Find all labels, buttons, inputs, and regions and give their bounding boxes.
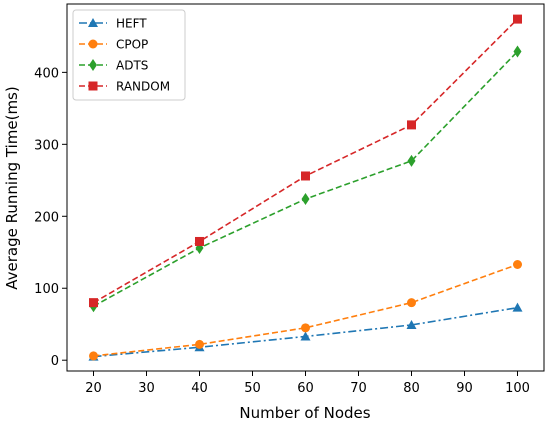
series-random xyxy=(89,14,522,308)
y-tick-label-200: 200 xyxy=(34,210,59,225)
legend-item-cpop: CPOP xyxy=(79,38,148,52)
x-tick-label-80: 80 xyxy=(403,381,420,396)
legend-label-cpop: CPOP xyxy=(116,38,148,52)
data-point-cpop-20 xyxy=(89,351,98,361)
legend-item-random: RANDOM xyxy=(79,80,170,94)
y-axis: 0 100 200 300 400 xyxy=(34,66,67,369)
data-point-adts-100 xyxy=(513,45,522,58)
legend: HEFT CPOP ADTS RANDOM xyxy=(72,9,186,101)
x-axis-title: Number of Nodes xyxy=(239,404,370,422)
y-tick-label-100: 100 xyxy=(34,282,59,297)
x-tick-label-40: 40 xyxy=(191,381,208,396)
legend-label-random: RANDOM xyxy=(116,80,170,94)
data-point-random-60 xyxy=(301,171,310,181)
x-tick-label-90: 90 xyxy=(456,381,473,396)
legend-item-adts: ADTS xyxy=(79,59,148,73)
y-tick-label-300: 300 xyxy=(34,138,59,153)
data-point-cpop-80 xyxy=(407,298,416,308)
legend-label-adts: ADTS xyxy=(116,59,148,73)
legend-item-heft: HEFT xyxy=(79,17,147,31)
x-tick-label-30: 30 xyxy=(138,381,155,396)
legend-marker-cpop xyxy=(88,39,98,49)
legend-marker-random xyxy=(88,81,98,91)
data-point-random-40 xyxy=(195,236,204,246)
x-tick-label-100: 100 xyxy=(505,381,530,396)
series-line-cpop xyxy=(93,263,518,357)
data-point-random-20 xyxy=(89,298,98,308)
plot-area xyxy=(88,14,523,361)
legend-marker-adts xyxy=(89,59,97,71)
y-tick-label-0: 0 xyxy=(51,354,59,369)
y-axis-title: Average Running Time(ms) xyxy=(3,86,21,289)
series-cpop xyxy=(89,259,522,361)
data-point-adts-80 xyxy=(407,154,416,167)
data-point-random-100 xyxy=(513,14,522,24)
data-point-cpop-60 xyxy=(301,323,310,333)
x-tick-label-60: 60 xyxy=(297,381,314,396)
data-point-cpop-40 xyxy=(195,339,204,349)
data-point-heft-100 xyxy=(512,302,523,312)
legend-label-heft: HEFT xyxy=(116,17,147,31)
x-tick-label-70: 70 xyxy=(350,381,367,396)
data-point-heft-60 xyxy=(300,331,311,341)
x-axis: 20 30 40 50 60 70 80 90 100 xyxy=(85,371,530,396)
x-tick-label-20: 20 xyxy=(85,381,102,396)
legend-marker-heft xyxy=(88,18,98,27)
y-tick-label-400: 400 xyxy=(34,66,59,81)
data-point-random-80 xyxy=(407,120,416,130)
data-point-adts-60 xyxy=(301,193,310,206)
x-tick-label-50: 50 xyxy=(244,381,261,396)
data-point-cpop-100 xyxy=(513,259,522,269)
data-point-heft-80 xyxy=(406,319,417,329)
legend-box xyxy=(72,9,186,101)
